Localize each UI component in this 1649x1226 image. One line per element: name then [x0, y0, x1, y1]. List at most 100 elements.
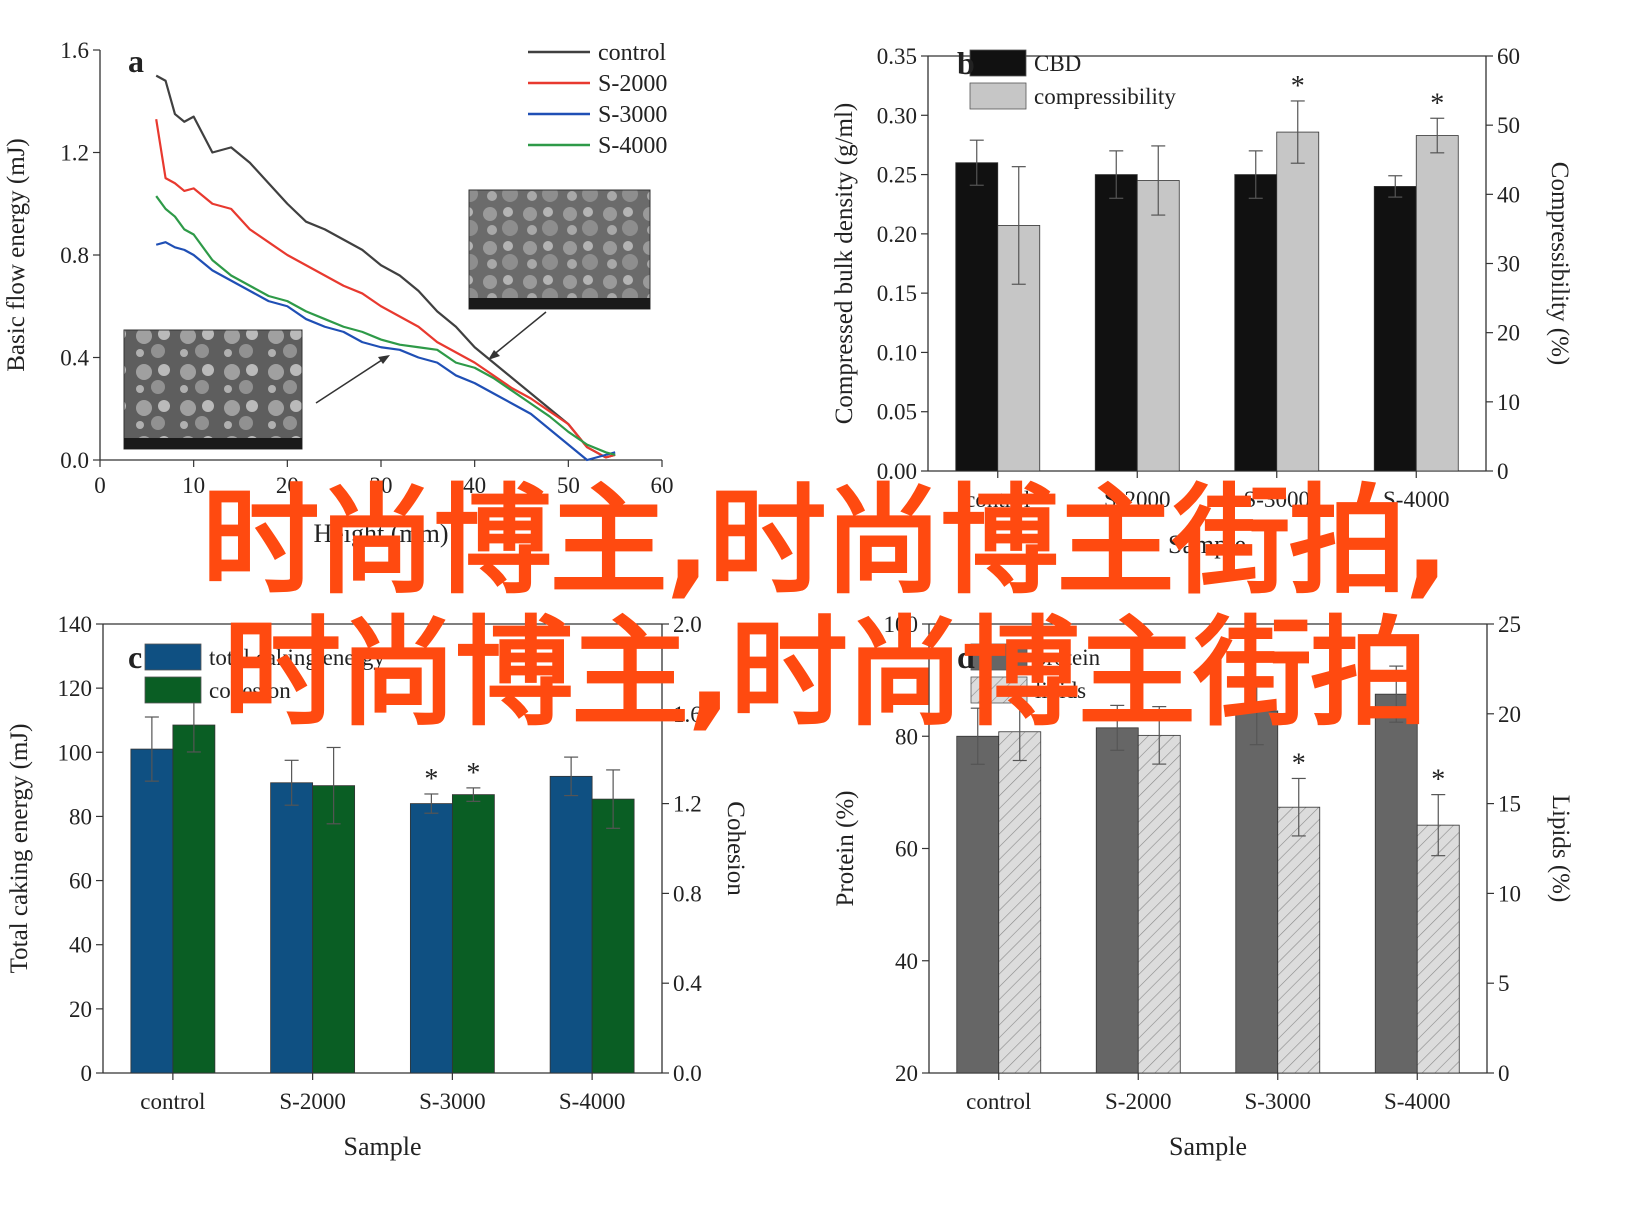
y2-tick-label: 0 [1497, 459, 1509, 484]
bar-protein [956, 735, 1000, 1074]
significance-marker: * [1430, 88, 1444, 119]
y2-axis-title: Compressibility (%) [1546, 162, 1573, 365]
y2-tick-label: 60 [1497, 44, 1520, 69]
y-axis-title: Basic flow energy (mJ) [3, 138, 30, 372]
x-tick-label: S-3000 [419, 1089, 485, 1114]
watermark-line-2: 时尚博主,时尚博主街拍 [223, 604, 1428, 742]
x-tick-label: control [140, 1089, 205, 1114]
y-tick-label: 80 [69, 804, 92, 829]
y-tick-label: 140 [58, 612, 93, 637]
bar-cohesion [451, 794, 495, 1074]
y-tick-label: 0.25 [877, 163, 917, 188]
x-tick-label: S-4000 [1384, 1089, 1450, 1114]
y2-tick-label: 0.8 [673, 881, 702, 906]
bar-cohesion [172, 724, 216, 1074]
bar-lipids [1137, 734, 1181, 1074]
x-tick-label: 20 [276, 473, 299, 498]
legend-swatch [144, 676, 202, 704]
legend-label: S-3000 [598, 102, 667, 128]
panel-c-caking-energy-chart: 0 20 40 60 80 100 120 140 0.0 0.4 0.8 1.2 1.6 2.0 cont… [6, 612, 749, 1161]
legend-swatch [144, 643, 202, 671]
legend-swatch [970, 643, 1028, 671]
panel-letter: a [128, 43, 144, 79]
bar-cbd [1234, 174, 1278, 472]
y-tick-label: 20 [69, 997, 92, 1022]
bar-lipids [1277, 806, 1321, 1074]
x-tick-label: S-2000 [279, 1089, 345, 1114]
bar-total-caking-energy [130, 748, 174, 1074]
bar-compressibility [1415, 135, 1459, 472]
bar-compressibility [1276, 131, 1320, 472]
y-tick-label: 80 [895, 724, 918, 749]
bar-cbd [1094, 174, 1138, 472]
significance-marker: * [466, 758, 480, 789]
panel-b-bulk-density-chart: 0.00 0.05 0.10 0.15 0.20 0.25 0.30 0.35 0 10 20 30 4… [831, 44, 1573, 559]
y2-tick-label: 0.0 [673, 1061, 702, 1086]
bar-total-caking-energy [409, 803, 453, 1074]
y-tick-label: 0.4 [60, 346, 89, 371]
x-tick-label: 30 [370, 473, 393, 498]
y2-tick-label: 5 [1498, 971, 1510, 996]
significance-marker: * [1291, 71, 1305, 102]
y-tick-label: 0.0 [60, 448, 89, 473]
y2-tick-label: 1.6 [673, 702, 702, 727]
y-tick-label: 0.35 [877, 44, 917, 69]
legend-label: control [598, 40, 666, 66]
bar-cbd [955, 162, 999, 472]
legend-label: total caking energy [209, 645, 385, 670]
legend-label: CBD [1034, 51, 1081, 76]
sem-image-inset-bottom-left [123, 329, 303, 450]
y-tick-label: 100 [58, 740, 93, 765]
x-tick-label: 50 [557, 473, 580, 498]
x-tick-label: S-3000 [1245, 1089, 1311, 1114]
y-tick-label: 0.05 [877, 400, 917, 425]
significance-marker: * [1431, 765, 1445, 796]
x-tick-label: S-4000 [1383, 487, 1449, 512]
y2-tick-label: 0.4 [673, 971, 702, 996]
x-tick-label: S-3000 [1244, 487, 1310, 512]
x-tick-label: control [966, 1089, 1031, 1114]
y2-tick-label: 1.2 [673, 792, 702, 817]
y-tick-label: 0.20 [877, 222, 917, 247]
y-tick-label: 0.30 [877, 103, 917, 128]
legend-label: S-4000 [598, 133, 667, 159]
bar-lipids [998, 731, 1042, 1074]
x-tick-label: 60 [651, 473, 674, 498]
y2-tick-label: 0 [1498, 1061, 1510, 1086]
bar-protein [1095, 727, 1139, 1074]
y2-tick-label: 10 [1497, 390, 1520, 415]
y-axis-title: Compressed bulk density (g/ml) [831, 103, 858, 425]
y-tick-label: 40 [895, 949, 918, 974]
bar-compressibility [1136, 180, 1180, 472]
y-axis-title: Protein (%) [832, 791, 859, 907]
y2-tick-label: 40 [1497, 182, 1520, 207]
panel-letter: c [128, 639, 142, 675]
significance-marker: * [1292, 748, 1306, 779]
y-tick-label: 120 [58, 676, 93, 701]
x-axis-title: Sample [1169, 1132, 1247, 1161]
y-tick-label: 60 [895, 837, 918, 862]
y2-tick-label: 20 [1498, 702, 1521, 727]
x-axis-title: Sample [344, 1132, 422, 1161]
series-line-s-2000 [155, 119, 616, 459]
y2-tick-label: 20 [1497, 321, 1520, 346]
y2-tick-label: 30 [1497, 252, 1520, 277]
bar-protein [1235, 710, 1279, 1074]
y-tick-label: 20 [895, 1061, 918, 1086]
x-tick-label: 0 [94, 473, 106, 498]
x-tick-label: S-2000 [1104, 487, 1170, 512]
x-tick-label: S-4000 [559, 1089, 625, 1114]
inset-arrow-bottom [315, 355, 390, 404]
x-axis-title: Height (mm) [313, 519, 448, 548]
panel-d-protein-lipids-chart: 20 40 60 80 100 0 5 10 15 20 25 control S-2000 S-3000… [832, 612, 1574, 1161]
legend-swatch [969, 49, 1027, 77]
y2-axis-title: Cohesion [722, 801, 749, 896]
y-tick-label: 0 [81, 1061, 93, 1086]
legend-label: lipids [1035, 678, 1086, 703]
y-tick-label: 0.10 [877, 340, 917, 365]
y2-tick-label: 50 [1497, 113, 1520, 138]
bar-cohesion [591, 798, 635, 1074]
legend-label: compressibility [1034, 84, 1176, 109]
bar-total-caking-energy [270, 782, 314, 1074]
